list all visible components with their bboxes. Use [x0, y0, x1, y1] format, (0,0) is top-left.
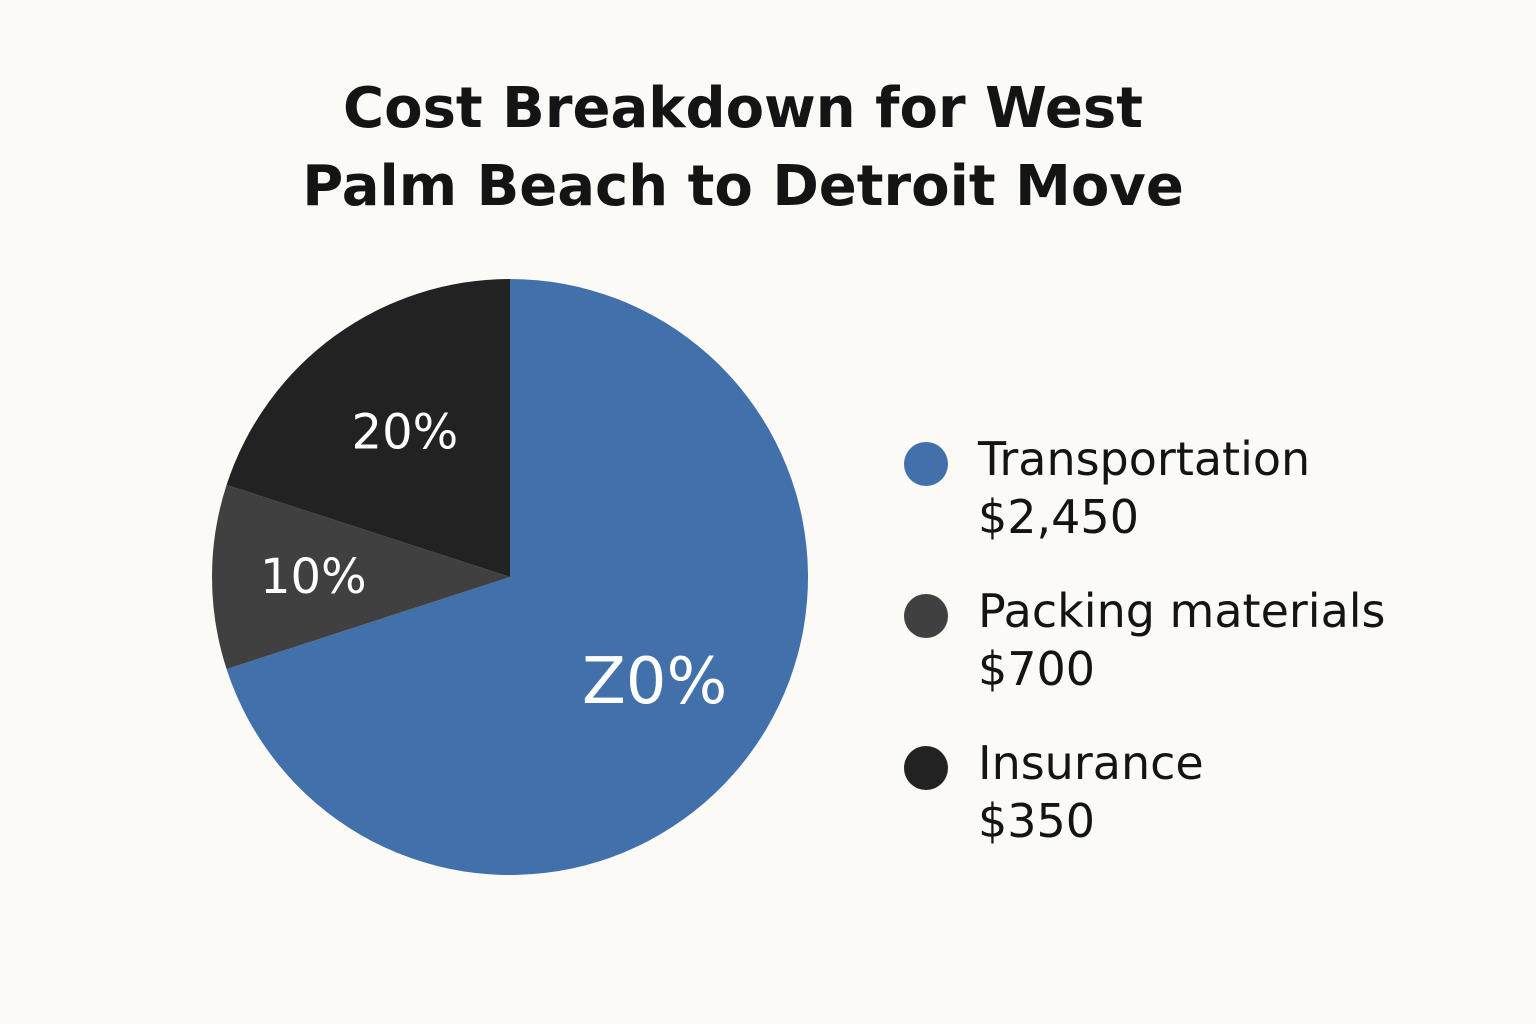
legend-label-transportation: Transportation [978, 432, 1311, 486]
pie-slice-transportation [226, 279, 808, 875]
pie-slice-label-packing-materials: 10% [260, 549, 367, 605]
legend-amount-transportation: $2,450 [978, 490, 1139, 544]
legend-label-insurance: Insurance [978, 736, 1204, 790]
chart-title-line-2: Palm Beach to Detroit Move [302, 154, 1184, 219]
legend-amount-packing-materials: $700 [978, 642, 1096, 696]
legend-swatch-transportation [904, 442, 948, 486]
pie-slices [212, 279, 808, 875]
legend-swatch-insurance [904, 746, 948, 790]
pie-slice-label-transportation: Z0% [582, 645, 727, 719]
pie-slice-packing-materials [212, 484, 511, 670]
chart-title: Cost Breakdown for West Palm Beach to De… [0, 70, 1486, 226]
pie-slice-label-insurance: 20% [352, 404, 459, 460]
pie-slice-labels: Z0% 10% 20% [260, 404, 727, 719]
legend-text-insurance: Insurance $350 [978, 734, 1204, 850]
legend-text-transportation: Transportation $2,450 [978, 430, 1310, 546]
legend-swatch-packing-materials [904, 594, 948, 638]
legend-text-packing-materials: Packing materials $700 [978, 582, 1386, 698]
legend-amount-insurance: $350 [978, 794, 1096, 848]
chart-title-line-1: Cost Breakdown for West [343, 76, 1143, 141]
pie-slice-insurance [226, 279, 511, 577]
legend-label-packing-materials: Packing materials [978, 584, 1386, 638]
